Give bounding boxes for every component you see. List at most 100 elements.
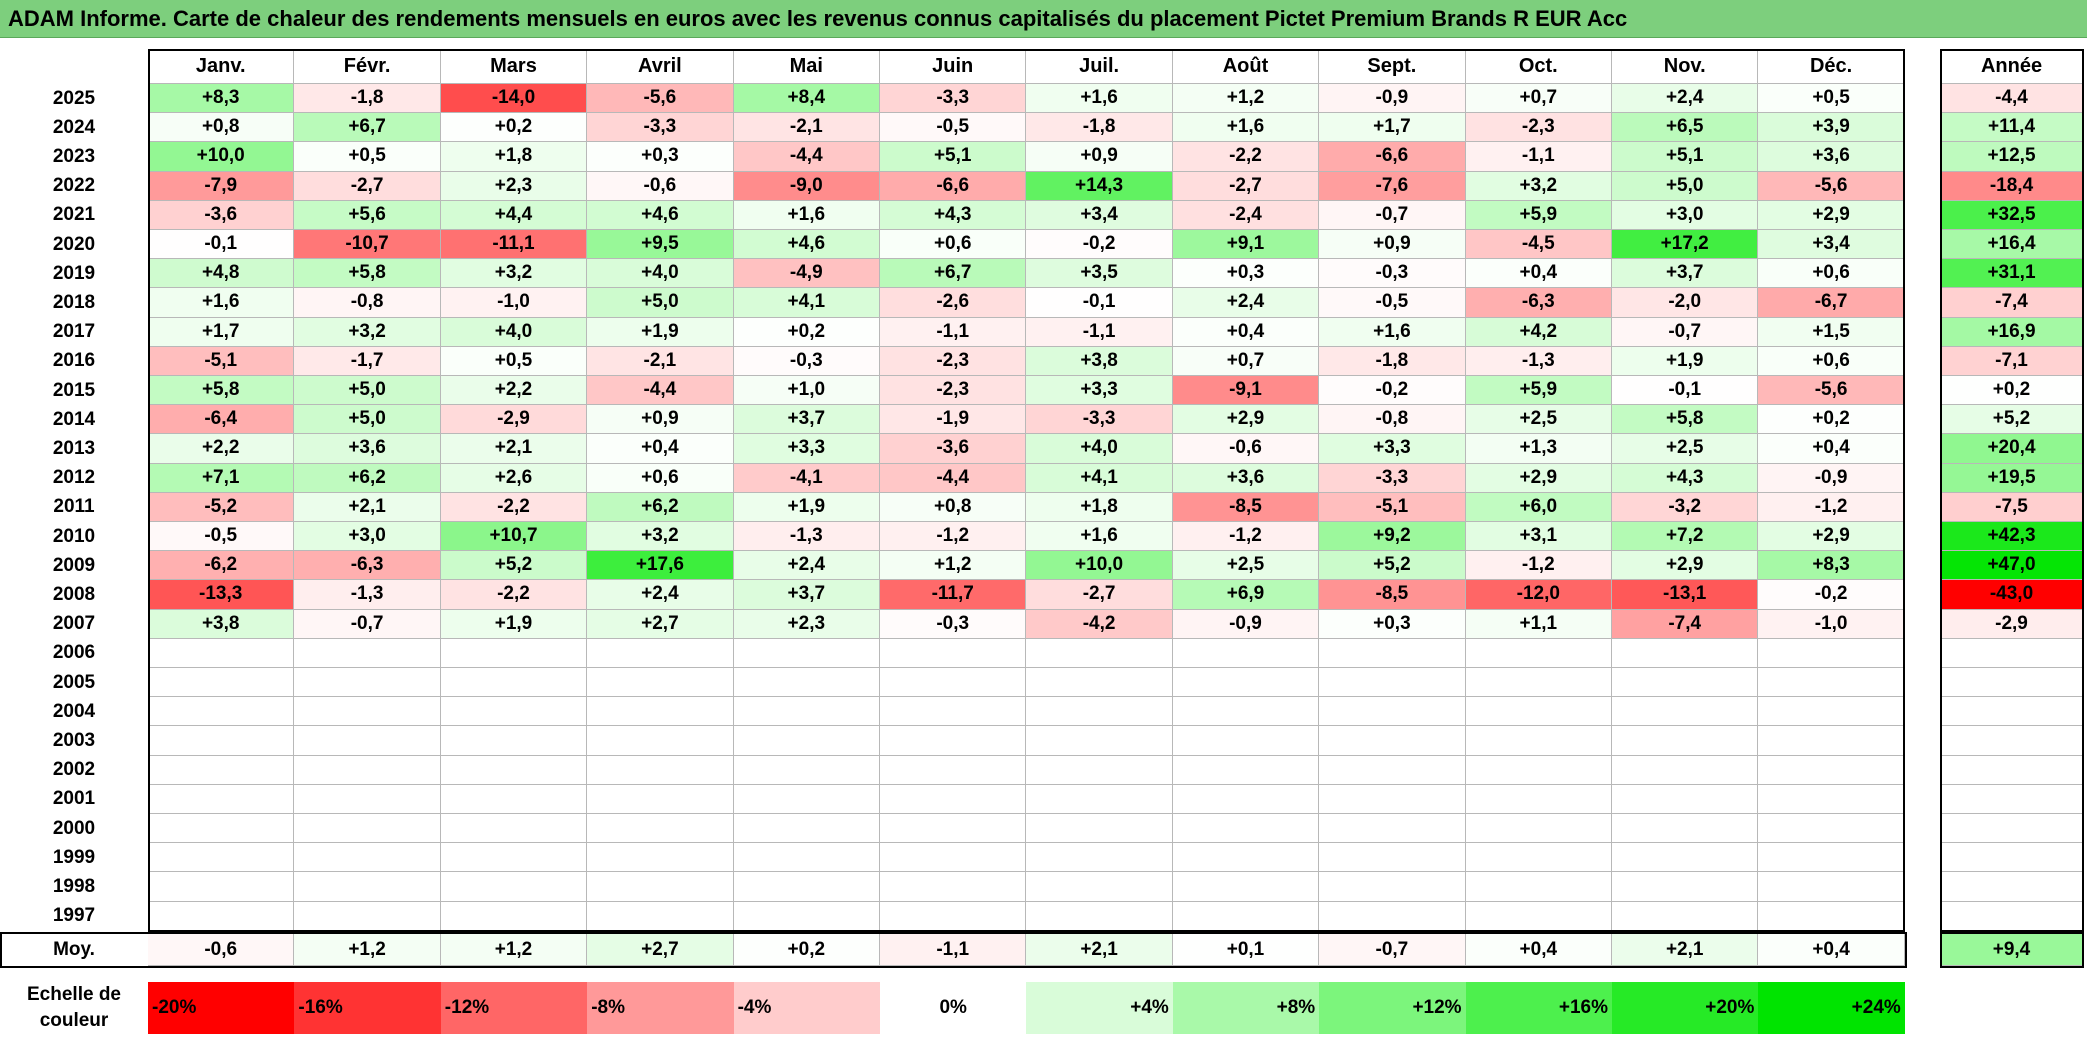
heatmap-cell: +0,5 <box>1758 84 1905 114</box>
heatmap-cell <box>1319 755 1466 785</box>
heatmap-cell: +2,3 <box>440 171 588 201</box>
heatmap-cell <box>1026 697 1173 727</box>
heatmap-cell <box>148 755 295 785</box>
heatmap-cell <box>1026 726 1173 756</box>
heatmap-cell: -6,3 <box>294 551 441 581</box>
heatmap-cell <box>733 814 880 844</box>
heatmap-cell: -6,6 <box>880 171 1027 201</box>
heatmap-cell: +4,0 <box>1026 434 1173 464</box>
heatmap-cell <box>733 843 880 873</box>
heatmap-cell: +2,9 <box>1758 200 1905 230</box>
heatmap-cell: +6,7 <box>880 259 1027 289</box>
heatmap-cell: +1,5 <box>1758 317 1905 347</box>
heatmap-cell <box>294 814 441 844</box>
heatmap-cell <box>1319 668 1466 698</box>
heatmap-cell <box>1758 638 1905 668</box>
column-header: Sept. <box>1319 49 1466 84</box>
year-label: 2022 <box>52 175 96 197</box>
heatmap-cell: +3,2 <box>294 317 441 347</box>
heatmap-cell: +3,0 <box>1612 200 1759 230</box>
heatmap-cell: +0,9 <box>1026 142 1173 172</box>
year-label: 2002 <box>52 759 96 781</box>
column-header: Févr. <box>294 49 441 84</box>
column-header: Nov. <box>1612 49 1759 84</box>
heatmap-cell: -0,8 <box>1319 405 1466 435</box>
heatmap-cell: -8,5 <box>1319 580 1466 610</box>
heatmap-cell <box>1172 814 1320 844</box>
heatmap-cell <box>587 638 734 668</box>
heatmap-cell: +3,6 <box>1758 142 1905 172</box>
heatmap-cell: +3,0 <box>294 522 441 552</box>
heatmap-cell <box>1758 697 1905 727</box>
heatmap-cell: -4,1 <box>733 463 880 493</box>
annual-header: Année <box>1940 49 2084 84</box>
heatmap-cell <box>440 755 588 785</box>
heatmap-cell: +0,4 <box>1465 259 1612 289</box>
year-label: 2019 <box>52 262 96 284</box>
annual-cell: +11,4 <box>1940 113 2084 143</box>
heatmap-cell: +6,5 <box>1612 113 1759 143</box>
heatmap-cell: +17,2 <box>1612 230 1759 260</box>
heatmap-cell: +3,2 <box>1465 171 1612 201</box>
average-label: Moy. <box>53 939 95 960</box>
heatmap-cell <box>440 726 588 756</box>
column-header: Janv. <box>148 49 295 84</box>
heatmap-cell: +5,6 <box>294 200 441 230</box>
heatmap-cell: +3,7 <box>733 405 880 435</box>
heatmap-cell <box>440 814 588 844</box>
heatmap-cell: +5,1 <box>880 142 1027 172</box>
heatmap-cell: -13,1 <box>1612 580 1759 610</box>
column-header: Mars <box>440 49 588 84</box>
annual-cell: +32,5 <box>1940 200 2084 230</box>
heatmap-cell: +9,2 <box>1319 522 1466 552</box>
column-header: Oct. <box>1465 49 1612 84</box>
annual-cell: +0,2 <box>1940 376 2084 406</box>
heatmap-cell: +1,2 <box>1172 84 1320 114</box>
heatmap-cell: +1,6 <box>1026 522 1173 552</box>
year-label: 2008 <box>52 583 96 605</box>
heatmap-cell <box>733 726 880 756</box>
heatmap-cell: +5,0 <box>294 376 441 406</box>
heatmap-cell: +3,8 <box>148 609 295 639</box>
heatmap-cell <box>880 726 1027 756</box>
annual-cell: +5,2 <box>1940 405 2084 435</box>
heatmap-cell: -0,3 <box>733 346 880 376</box>
heatmap-cell <box>1172 697 1320 727</box>
heatmap-cell: +4,8 <box>148 259 295 289</box>
heatmap-cell <box>587 697 734 727</box>
heatmap-cell: +3,7 <box>1612 259 1759 289</box>
heatmap-cell <box>1612 726 1759 756</box>
heatmap-cell: +10,0 <box>1026 551 1173 581</box>
heatmap-cell: +5,0 <box>1612 171 1759 201</box>
chart-title: ADAM Informe. Carte de chaleur des rende… <box>8 6 1628 31</box>
heatmap-cell: -0,7 <box>1612 317 1759 347</box>
heatmap-cell: -7,6 <box>1319 171 1466 201</box>
heatmap-cell: +3,2 <box>587 522 734 552</box>
heatmap-cell: +0,7 <box>1172 346 1320 376</box>
heatmap-cell <box>1026 872 1173 902</box>
heatmap-cell: +3,4 <box>1758 230 1905 260</box>
heatmap-cell: -2,0 <box>1612 288 1759 318</box>
heatmap-cell: -0,5 <box>880 113 1027 143</box>
heatmap-cell <box>1026 668 1173 698</box>
annual-cell <box>1940 901 2084 931</box>
heatmap-cell <box>1026 814 1173 844</box>
heatmap-cell <box>1465 872 1612 902</box>
heatmap-cell: -4,9 <box>733 259 880 289</box>
heatmap-cell: +9,5 <box>587 230 734 260</box>
heatmap-cell: -1,2 <box>880 522 1027 552</box>
heatmap-cell: -4,4 <box>733 142 880 172</box>
color-scale-swatch: -16% <box>294 982 441 1034</box>
annual-cell: -7,5 <box>1940 492 2084 522</box>
heatmap-cell <box>587 668 734 698</box>
heatmap-cell: -6,7 <box>1758 288 1905 318</box>
year-label: 2011 <box>53 496 95 518</box>
average-cell: +0,1 <box>1172 934 1320 966</box>
heatmap-cell: +2,4 <box>733 551 880 581</box>
heatmap-cell: +0,9 <box>1319 230 1466 260</box>
heatmap-cell: +8,3 <box>148 84 295 114</box>
heatmap-cell: +5,1 <box>1612 142 1759 172</box>
heatmap-cell <box>1465 814 1612 844</box>
year-label: 2017 <box>52 321 96 343</box>
